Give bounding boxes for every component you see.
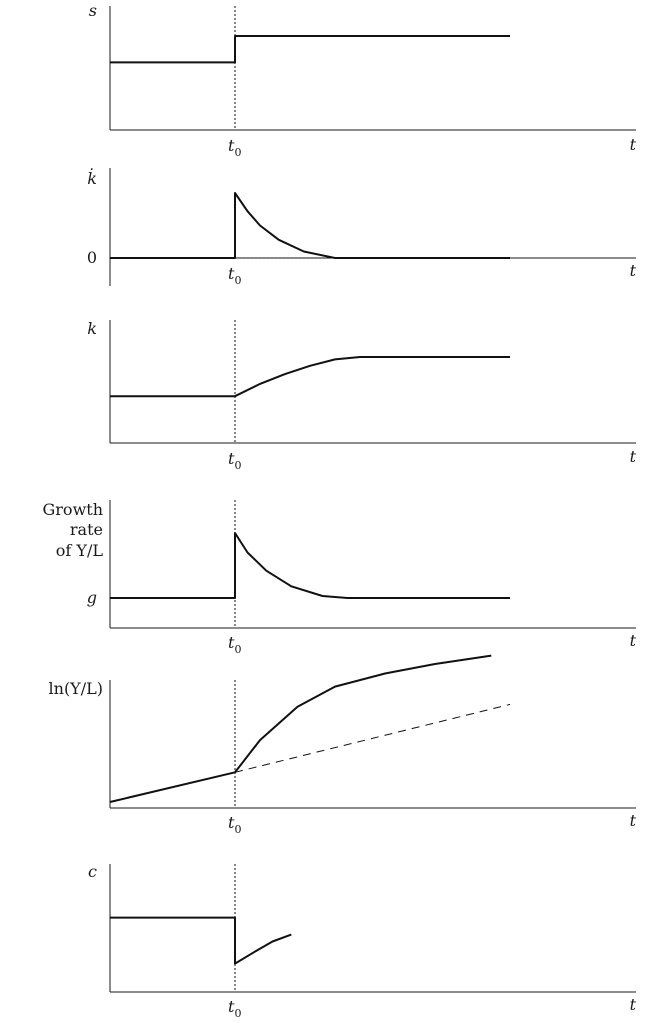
panel-c: c t t0: [88, 862, 637, 1020]
y-label-growth-line1: Growth: [43, 500, 104, 519]
x-label-s: t: [630, 135, 637, 154]
panel-k: k t t0: [87, 319, 636, 472]
trend-line-lnyl: [234, 703, 511, 773]
x-label-lnyl: t: [630, 811, 637, 830]
series-line-c: [110, 916, 292, 965]
x-label-kdot: t: [630, 261, 637, 280]
event-tick-k: t0: [228, 449, 241, 472]
y-label-growth-line3: of Y/L: [56, 541, 104, 560]
y-label-growth-line2: rate: [70, 520, 103, 539]
panel-s: s t t0: [89, 1, 637, 159]
event-tick-s: t0: [228, 136, 241, 159]
series-line-s: [110, 35, 510, 64]
series-line-k: [110, 356, 510, 398]
y-label-k: k: [87, 319, 97, 338]
x-label-growth: t: [630, 631, 637, 650]
event-tick-c: t0: [228, 997, 241, 1020]
event-tick-kdot: t0: [228, 264, 241, 287]
y-tick-g: g: [87, 588, 97, 607]
event-tick-lnyl: t0: [228, 813, 241, 836]
panel-kdot: k̇ 0 t t0: [87, 168, 637, 287]
y-tick-zero: 0: [87, 248, 97, 267]
x-label-c: t: [630, 995, 637, 1014]
series-line-lnyl: [109, 654, 492, 803]
y-label-lnyl: ln(Y/L): [49, 679, 103, 698]
y-label-kdot: k̇: [87, 168, 97, 188]
x-label-k: t: [630, 447, 637, 466]
event-tick-growth: t0: [228, 633, 241, 656]
y-label-c: c: [88, 862, 97, 881]
panel-lnyl: ln(Y/L) t t0: [49, 654, 637, 836]
series-line-kdot: [110, 192, 510, 259]
y-label-s: s: [89, 1, 97, 20]
series-line-growth: [110, 532, 510, 599]
panel-growth: Growth rate of Y/L g t t0: [43, 500, 637, 656]
